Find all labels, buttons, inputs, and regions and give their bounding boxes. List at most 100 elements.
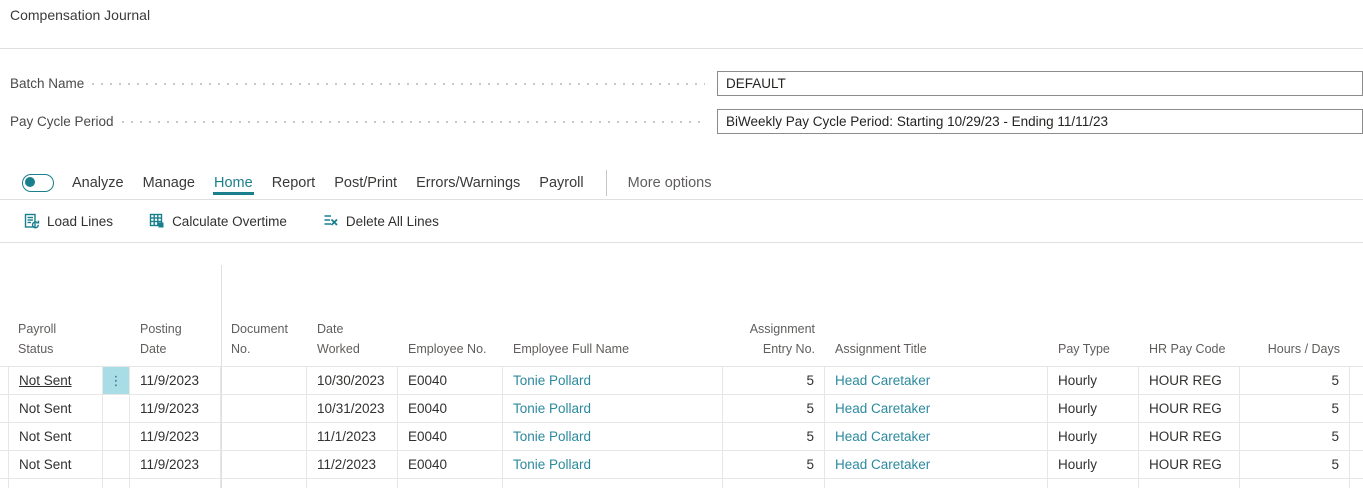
calculate-overtime-button[interactable]: Calculate Overtime (149, 213, 287, 229)
toggle-knob-icon (25, 177, 35, 187)
cell-hours-days[interactable]: 5 (1240, 367, 1350, 394)
cell-assignment-entry-no (723, 479, 825, 488)
row-options-icon[interactable]: ⋮ (103, 367, 130, 394)
cell-posting-date[interactable]: 11/9/2023 (130, 451, 221, 478)
cell-payroll-status[interactable]: Not Sent (8, 367, 103, 394)
cell-hours-days[interactable]: 5 (1240, 395, 1350, 422)
cell-employee-full-name (503, 479, 723, 488)
table-tail-cell (1350, 367, 1363, 394)
menubar: Analyze Manage Home Report Post/Print Er… (22, 168, 711, 198)
cell-employee-no[interactable]: E0040 (398, 395, 503, 422)
column-header-employee-full-name[interactable]: Employee Full Name (513, 341, 630, 356)
analyze-label: Analyze (72, 175, 124, 191)
row-options-icon[interactable] (103, 423, 130, 450)
cell-document-no[interactable] (221, 451, 307, 478)
cell-pay-type[interactable]: Hourly (1048, 423, 1139, 450)
cell-pay-type (1048, 479, 1139, 488)
cell-date-worked[interactable]: 11/1/2023 (307, 423, 398, 450)
cell-hr-pay-code[interactable]: HOUR REG (1139, 395, 1240, 422)
row-options-icon[interactable] (103, 395, 130, 422)
cell-posting-date[interactable]: 11/9/2023 (130, 367, 221, 394)
cell-date-worked[interactable]: 11/2/2023 (307, 451, 398, 478)
load-lines-button[interactable]: Load Lines (24, 213, 113, 229)
delete-all-lines-button[interactable]: Delete All Lines (323, 213, 439, 229)
cell-employee-full-name[interactable]: Tonie Pollard (503, 367, 723, 394)
cell-employee-full-name[interactable]: Tonie Pollard (503, 395, 723, 422)
tab-report[interactable]: Report (271, 175, 316, 191)
cell-payroll-status[interactable]: Not Sent (8, 451, 103, 478)
column-header-payroll-status[interactable]: Payroll Status (18, 322, 57, 356)
cell-hr-pay-code (1139, 479, 1240, 488)
column-header-posting-date[interactable]: Posting Date (140, 322, 182, 356)
page-title: Compensation Journal (10, 7, 151, 23)
tab-post-print[interactable]: Post/Print (334, 175, 398, 191)
cell-pay-type[interactable]: Hourly (1048, 395, 1139, 422)
table-row: Not Sent ⋮ 11/9/2023 10/30/2023 E0040 Tonie P… (0, 366, 1363, 394)
table-row: Not Sent 11/9/2023 10/31/2023 E0040 Tonie Po… (0, 394, 1363, 422)
cell-assignment-title[interactable]: Head Caretaker (825, 423, 1048, 450)
row-options-icon[interactable] (103, 451, 130, 478)
cell-payroll-status[interactable]: Not Sent (8, 423, 103, 450)
cell-pay-type[interactable]: Hourly (1048, 367, 1139, 394)
cell-document-no[interactable] (221, 423, 307, 450)
cell-employee-no[interactable]: E0040 (398, 367, 503, 394)
more-options-button[interactable]: More options (627, 175, 712, 191)
cell-assignment-entry-no[interactable]: 5 (723, 367, 825, 394)
batch-name-input[interactable] (717, 71, 1363, 96)
delete-all-lines-label: Delete All Lines (345, 213, 439, 229)
cell-assignment-entry-no[interactable]: 5 (723, 395, 825, 422)
column-header-date-worked[interactable]: Date Worked (317, 322, 360, 356)
pay-cycle-period-input[interactable] (717, 109, 1363, 134)
cell-assignment-entry-no[interactable]: 5 (723, 423, 825, 450)
column-header-assignment-title[interactable]: Assignment Title (835, 341, 927, 356)
column-header-pay-type[interactable]: Pay Type (1058, 341, 1110, 356)
analyze-toggle[interactable] (22, 174, 54, 192)
cell-pay-type[interactable]: Hourly (1048, 451, 1139, 478)
load-lines-label: Load Lines (47, 213, 114, 229)
column-header-hr-pay-code[interactable]: HR Pay Code (1149, 341, 1226, 356)
calculate-overtime-icon (149, 213, 165, 229)
delete-all-lines-icon (323, 213, 339, 229)
table-row: Not Sent 11/9/2023 11/2/2023 E0040 Tonie Pol… (0, 450, 1363, 478)
cell-hr-pay-code[interactable]: HOUR REG (1139, 423, 1240, 450)
cell-assignment-title[interactable]: Head Caretaker (825, 367, 1048, 394)
cell-assignment-entry-no[interactable]: 5 (723, 451, 825, 478)
cell-employee-no[interactable]: E0040 (398, 423, 503, 450)
cell-employee-full-name[interactable]: Tonie Pollard (503, 423, 723, 450)
cell-assignment-title (825, 479, 1048, 488)
cell-hr-pay-code[interactable]: HOUR REG (1139, 451, 1240, 478)
cell-employee-no[interactable]: E0040 (398, 451, 503, 478)
column-header-employee-no[interactable]: Employee No. (408, 341, 487, 356)
dotted-leader (92, 82, 705, 85)
batch-name-row: Batch Name (10, 70, 1363, 97)
cell-document-no[interactable] (221, 367, 307, 394)
cell-posting-date[interactable]: 11/9/2023 (130, 423, 221, 450)
row-options-icon (103, 479, 130, 488)
tab-home[interactable]: Home (213, 171, 254, 195)
column-header-document-no[interactable]: Document No. (231, 322, 288, 356)
actionbar: Load Lines Calculate Overtime (24, 201, 439, 241)
cell-hr-pay-code[interactable]: HOUR REG (1139, 367, 1240, 394)
cell-hours-days[interactable]: 5 (1240, 423, 1350, 450)
table-row-empty (0, 478, 1363, 488)
cell-employee-full-name[interactable]: Tonie Pollard (503, 451, 723, 478)
tab-manage[interactable]: Manage (142, 175, 195, 191)
tab-errors-warnings[interactable]: Errors/Warnings (416, 175, 521, 191)
cell-hours-days[interactable]: 5 (1240, 451, 1350, 478)
cell-date-worked[interactable]: 10/31/2023 (307, 395, 398, 422)
cell-document-no[interactable] (221, 395, 307, 422)
cell-assignment-title[interactable]: Head Caretaker (825, 395, 1048, 422)
column-header-assignment-entry-no[interactable]: Assignment Entry No. (749, 322, 815, 356)
column-header-hours-days[interactable]: Hours / Days (1267, 341, 1340, 356)
cell-document-no (221, 479, 307, 488)
cell-posting-date[interactable]: 11/9/2023 (130, 395, 221, 422)
cell-payroll-status[interactable]: Not Sent (8, 395, 103, 422)
cell-assignment-title[interactable]: Head Caretaker (825, 451, 1048, 478)
freeze-pane-divider (221, 265, 222, 488)
cell-posting-date (130, 479, 221, 488)
table-tail-cell (1350, 479, 1363, 488)
table-tail-cell (1350, 423, 1363, 450)
tab-payroll[interactable]: Payroll (539, 175, 584, 191)
cell-date-worked[interactable]: 10/30/2023 (307, 367, 398, 394)
